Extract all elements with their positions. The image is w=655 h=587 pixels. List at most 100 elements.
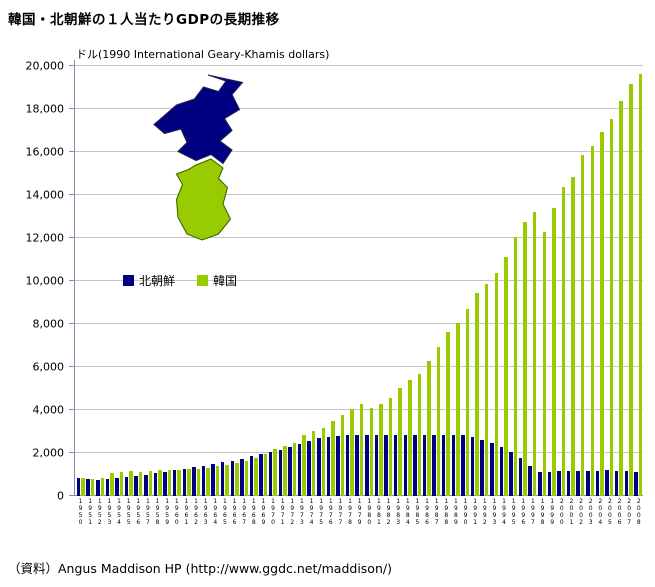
bar-group (412, 66, 422, 496)
bar-group (566, 66, 576, 496)
bar (494, 273, 498, 496)
bar (138, 471, 143, 496)
bar (513, 237, 518, 496)
north-korea-shape (153, 74, 244, 165)
bar (129, 471, 133, 496)
x-tick-label: 1974 (308, 498, 315, 526)
x-tick-label: 1991 (471, 498, 479, 526)
x-tick-label: 1955 (125, 498, 133, 526)
bar (547, 471, 552, 496)
bar-group (403, 66, 413, 496)
y-tick-label: 0 (57, 489, 64, 503)
bar (321, 428, 326, 496)
source-note: （資料）Angus Maddison HP (http://www.ggdc.n… (8, 561, 392, 576)
bar (268, 451, 273, 496)
bar (552, 207, 556, 496)
bar-group (124, 66, 134, 496)
x-tick-label: 1979 (356, 498, 364, 526)
gridline (69, 452, 643, 453)
bar (398, 388, 402, 496)
bar (470, 436, 475, 496)
bar (523, 222, 527, 496)
legend-label-south: 韓国 (213, 274, 238, 288)
x-tick-label: 1962 (192, 498, 200, 526)
bar (249, 456, 254, 496)
x-tick-label: 2007 (625, 498, 633, 526)
bar (456, 323, 460, 496)
bar-group (162, 66, 172, 496)
x-tick-label: 2008 (635, 498, 643, 526)
x-tick-label: 1969 (259, 498, 267, 526)
bar (557, 471, 561, 496)
bar (634, 471, 638, 496)
bar-group (499, 66, 509, 496)
bar (134, 475, 138, 496)
x-tick-label: 2002 (577, 498, 585, 526)
bar (96, 479, 100, 496)
gridline (69, 366, 643, 367)
bar-group (297, 66, 307, 496)
bar (561, 186, 566, 496)
bar-group (134, 66, 144, 496)
x-tick-label: 1987 (433, 498, 441, 526)
bar-group (556, 66, 566, 496)
bar (158, 469, 162, 496)
bar-group (393, 66, 403, 496)
x-tick-label: 1988 (442, 498, 450, 526)
bar-group (172, 66, 182, 496)
x-axis-labels: 1950 1951 1952 1953 1954 1955 1956 1957 1958 1959… (75, 498, 643, 534)
x-tick-label: 1959 (163, 498, 171, 526)
bar (81, 477, 85, 496)
bar-group (614, 66, 624, 496)
bar-group (211, 66, 221, 496)
bar (105, 479, 110, 496)
bar (624, 471, 629, 496)
bar (374, 434, 379, 496)
y-tick-label: 14,000 (25, 188, 65, 202)
bar (576, 470, 580, 496)
x-tick-label: 1968 (250, 498, 258, 526)
x-tick-label: 2006 (616, 498, 623, 526)
bar (571, 176, 575, 496)
x-tick-label: 1989 (452, 498, 460, 526)
bar-group (441, 66, 451, 496)
bar (461, 434, 465, 496)
bar (273, 449, 277, 496)
bar-group (489, 66, 499, 496)
bar (336, 435, 340, 496)
y-tick-label: 18,000 (25, 102, 65, 116)
gridline (69, 409, 643, 410)
gridline (69, 108, 643, 109)
bar (580, 155, 585, 496)
bar (542, 232, 547, 496)
bar-group (249, 66, 259, 496)
bar-group (451, 66, 461, 496)
x-tick-label: 1982 (385, 498, 392, 526)
bar (317, 438, 321, 496)
gridline (69, 323, 643, 324)
x-tick-label: 1999 (548, 498, 556, 526)
bar (451, 434, 456, 496)
bar-group (230, 66, 240, 496)
bar (86, 479, 90, 496)
x-tick-label: 1994 (500, 498, 508, 526)
bar (384, 434, 388, 496)
bar-group (432, 66, 442, 496)
gridline (69, 194, 643, 195)
bar (263, 454, 268, 496)
x-tick-label: 1975 (317, 498, 325, 526)
x-tick-label: 1967 (240, 498, 248, 526)
x-tick-label: 2004 (596, 498, 604, 526)
bar (379, 403, 383, 496)
bar (518, 458, 523, 496)
x-tick-label: 1998 (539, 498, 546, 526)
bar-group (201, 66, 211, 496)
bar-group (508, 66, 518, 496)
bar (340, 414, 345, 496)
x-tick-label: 1997 (529, 498, 537, 526)
bar-group (585, 66, 595, 496)
x-tick-label: 2003 (587, 498, 595, 526)
bar (220, 462, 225, 496)
bar (422, 434, 427, 496)
